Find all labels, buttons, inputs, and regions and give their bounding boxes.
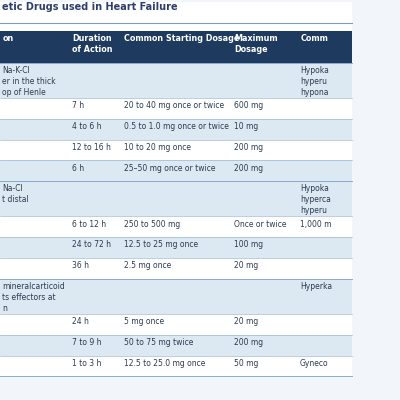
Text: 12.5 to 25.0 mg once: 12.5 to 25.0 mg once: [124, 359, 205, 368]
Text: 7 h: 7 h: [72, 101, 84, 110]
Bar: [0, 140, 352, 160]
Text: Maximum
Dosage: Maximum Dosage: [234, 34, 278, 54]
Text: 2.5 mg once: 2.5 mg once: [124, 261, 171, 270]
Bar: [0, 181, 352, 216]
Text: 600 mg: 600 mg: [234, 101, 263, 110]
Text: 10 mg: 10 mg: [234, 122, 258, 131]
Text: 20 mg: 20 mg: [234, 317, 258, 326]
Text: 24 h: 24 h: [72, 317, 89, 326]
Bar: [0, 31, 352, 63]
Text: 5 mg once: 5 mg once: [124, 317, 164, 326]
Text: Gyneco: Gyneco: [300, 359, 329, 368]
Text: 200 mg: 200 mg: [234, 143, 263, 152]
Text: Once or twice: Once or twice: [234, 220, 286, 229]
Text: Comm: Comm: [300, 34, 328, 43]
Text: Hyperka: Hyperka: [300, 282, 332, 290]
Text: 20 mg: 20 mg: [234, 261, 258, 270]
Text: Na-Cl
t distal: Na-Cl t distal: [2, 184, 29, 204]
Text: on: on: [2, 34, 14, 43]
Bar: [0, 356, 352, 376]
Bar: [0, 258, 352, 279]
Text: mineralcarticoid
ts effectors at
n: mineralcarticoid ts effectors at n: [2, 282, 65, 313]
Bar: [0, 98, 352, 119]
Text: 6 h: 6 h: [72, 164, 84, 173]
Text: Na-K-Cl
er in the thick
op of Henle: Na-K-Cl er in the thick op of Henle: [2, 66, 56, 97]
Bar: [0, 237, 352, 258]
Text: etic Drugs used in Heart Failure: etic Drugs used in Heart Failure: [2, 2, 178, 12]
Bar: [0, 335, 352, 356]
Text: 200 mg: 200 mg: [234, 164, 263, 173]
Text: Common Starting Dosage: Common Starting Dosage: [124, 34, 240, 43]
Text: 10 to 20 mg once: 10 to 20 mg once: [124, 143, 191, 152]
Text: 50 to 75 mg twice: 50 to 75 mg twice: [124, 338, 193, 347]
Text: 250 to 500 mg: 250 to 500 mg: [124, 220, 180, 229]
Text: 50 mg: 50 mg: [234, 359, 258, 368]
Text: 12 to 16 h: 12 to 16 h: [72, 143, 111, 152]
Text: 200 mg: 200 mg: [234, 338, 263, 347]
Text: 24 to 72 h: 24 to 72 h: [72, 240, 111, 250]
Text: 6 to 12 h: 6 to 12 h: [72, 220, 106, 229]
Text: 36 h: 36 h: [72, 261, 89, 270]
Text: 12.5 to 25 mg once: 12.5 to 25 mg once: [124, 240, 198, 250]
Bar: [0, 160, 352, 181]
Text: 4 to 6 h: 4 to 6 h: [72, 122, 102, 131]
Text: Hypoka
hyperu
hypona: Hypoka hyperu hypona: [300, 66, 329, 97]
Text: 20 to 40 mg once or twice: 20 to 40 mg once or twice: [124, 101, 224, 110]
Text: 1 to 3 h: 1 to 3 h: [72, 359, 101, 368]
Bar: [0, 63, 352, 98]
Text: 7 to 9 h: 7 to 9 h: [72, 338, 102, 347]
Bar: [0, 314, 352, 335]
Text: Duration
of Action: Duration of Action: [72, 34, 113, 54]
Text: 100 mg: 100 mg: [234, 240, 263, 250]
Text: 1,000 m: 1,000 m: [300, 220, 332, 229]
Bar: [0, 216, 352, 237]
Bar: [0, 119, 352, 140]
Text: 0.5 to 1.0 mg once or twice: 0.5 to 1.0 mg once or twice: [124, 122, 229, 131]
Bar: [0, 279, 352, 314]
Bar: [0, 2, 352, 376]
Text: Hypoka
hyperca
hyperu: Hypoka hyperca hyperu: [300, 184, 331, 215]
Text: 25–50 mg once or twice: 25–50 mg once or twice: [124, 164, 216, 173]
